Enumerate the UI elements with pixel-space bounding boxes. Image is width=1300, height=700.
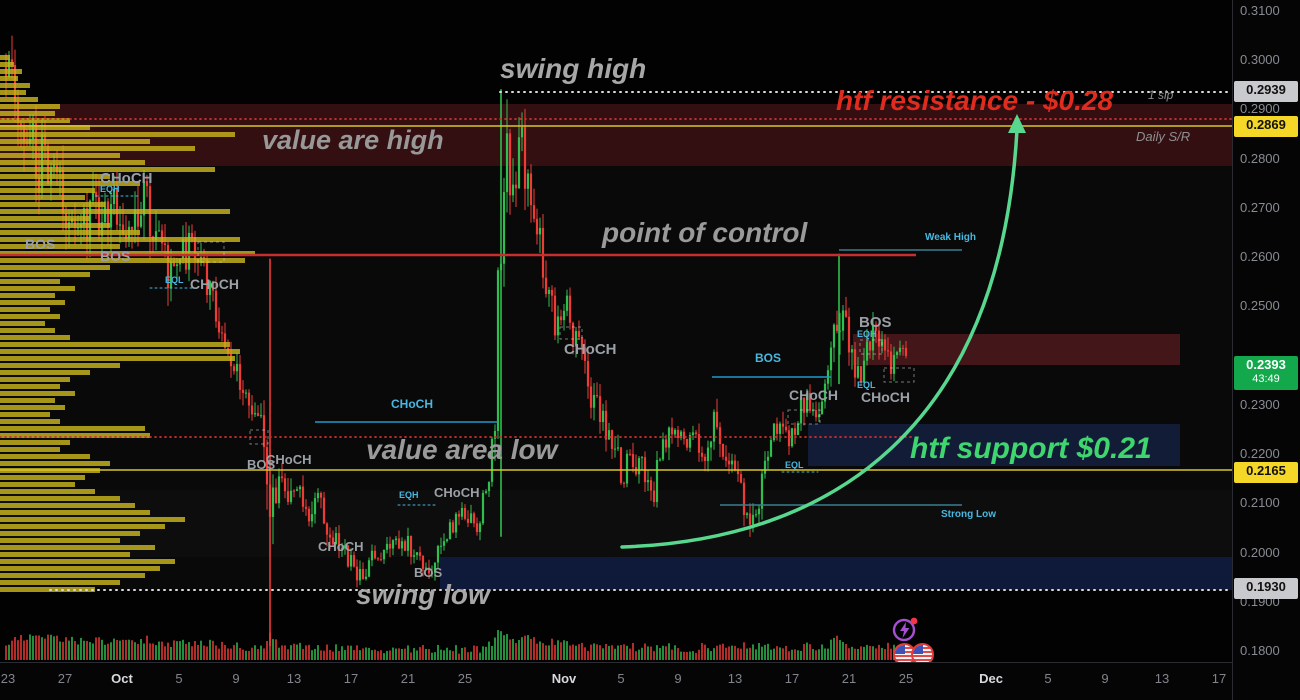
structure-label: CHoCH [266,452,312,467]
time-tick-label: 9 [232,671,240,686]
price-tick-label: 0.3000 [1240,52,1280,68]
time-tick-label: 13 [1154,671,1170,686]
time-tick-label: 23 [0,671,16,686]
time-tick-label: 5 [175,671,183,686]
htf-resistance-label[interactable]: htf resistance - $0.28 [836,85,1114,116]
htf-support-label[interactable]: htf support $0.21 [910,432,1152,465]
structure-label: CHoCH [100,170,153,187]
price-tick-label: 0.2700 [1240,199,1280,215]
volume-bars [5,630,907,660]
structure-label: CHoCH [564,341,617,358]
event-marker-crypto-icon[interactable] [892,616,918,642]
structure-label: CHoCH [789,387,838,403]
time-tick-label: 25 [898,671,914,686]
structure-label: CHoCH [190,276,239,292]
lightning-icon [892,617,918,642]
time-tick-label: Oct [111,671,133,686]
dashed-box [197,241,225,263]
price-level-badge: 0.2165 [1234,462,1298,484]
structure-label-cyan: Strong Low [941,509,996,520]
level-lines [0,91,1232,591]
structure-label: CHoCH [434,485,480,500]
countdown-timer: 43:49 [1252,372,1280,385]
value-area-low-label[interactable]: value area low [366,434,558,465]
structure-label-cyan: CHoCH [391,397,433,411]
price-tick-label: 0.2200 [1240,446,1280,462]
time-tick-label: 9 [1101,671,1109,686]
dashed-box [883,367,915,383]
time-tick-label: 17 [1211,671,1227,686]
structure-label-cyan: EQL [857,380,876,390]
dashed-box [249,429,269,445]
structure-label-cyan: EQH [857,329,877,339]
time-tick-label: 27 [57,671,73,686]
time-tick-label: Nov [551,671,577,686]
structure-label: BOS [247,457,276,472]
chart-pane[interactable]: swing high value are high point of control… [0,0,1232,662]
price-level-badge: 0.2939 [1234,81,1298,103]
volume-profile [0,55,255,592]
swing-low-label[interactable]: swing low [356,579,490,610]
candlestick-plot [0,35,1232,660]
structure-label-cyan: BOS [755,351,782,365]
structure-label: BOS [25,236,56,252]
dashed-box [787,409,821,425]
flag-canton [895,645,906,654]
price-tick-label: 0.2600 [1240,249,1280,265]
structure-label-cyan: EQH [399,490,419,500]
us-flag-event-icon-2[interactable] [911,643,934,662]
structure-label-cyan: EQL [165,275,184,285]
dashed-box [559,326,583,340]
structure-label-cyan: EQH [100,184,120,194]
time-tick-label: 21 [841,671,857,686]
time-axis[interactable]: 23 27 Oct 5 9 13 17 21 25 Nov 5 9 13 17 21 25 Dec 5 9 13 17 [0,662,1232,700]
price-tick-label: 0.2500 [1240,298,1280,314]
time-tick-label: 13 [286,671,302,686]
projection-arrow[interactable] [620,114,1026,549]
price-tick-label: 0.2000 [1240,544,1280,560]
price-tick-label: 0.2800 [1240,150,1280,166]
supply-zone-band [853,334,1180,365]
structure-label: CHoCH [861,389,910,405]
time-tick-label: 5 [617,671,625,686]
level-name-label: Daily S/R [1136,129,1191,144]
time-tick-label: 21 [400,671,416,686]
orderblock-boxes [197,241,915,445]
price-axis[interactable]: 0.3100 0.3000 0.2900 0.2800 0.2700 0.2600 0.25… [1232,0,1300,700]
price-tick-label: 0.2100 [1240,495,1280,511]
price-tick-label: 0.2300 [1240,396,1280,412]
current-price-badge: 0.2393 43:49 [1234,356,1298,391]
time-tick-label: 5 [1044,671,1052,686]
value-area-high-label[interactable]: value are high [262,125,444,155]
structure-label-cyan: Weak High [925,232,976,243]
time-tick-label: 9 [674,671,682,686]
price-tick-label: 0.3100 [1240,3,1280,18]
candlestick-series [4,35,908,647]
level-name-label: 1 slp [1148,88,1174,102]
time-tick-label: 17 [343,671,359,686]
structure-label: BOS [414,565,443,580]
structure-label: BOS [859,314,892,331]
structure-label: BOS [100,248,131,264]
demand-zone-band [440,557,1232,590]
price-level-badge: 0.1930 [1234,577,1298,599]
time-tick-label: 25 [457,671,473,686]
point-of-control-label[interactable]: point of control [602,217,808,248]
time-tick-label: 17 [784,671,800,686]
time-tick-label: Dec [979,671,1003,686]
structure-label: CHoCH [318,539,364,554]
swing-high-label[interactable]: swing high [500,53,647,84]
structure-label-cyan: EQL [785,460,804,470]
price-tick-label: 0.1800 [1240,642,1280,658]
price-level-badge: 0.2869 [1234,115,1298,137]
flag-canton [913,645,924,654]
time-tick-label: 13 [727,671,743,686]
price-tick-label: 0.2900 [1240,101,1280,117]
support-zone-band [808,424,1180,466]
